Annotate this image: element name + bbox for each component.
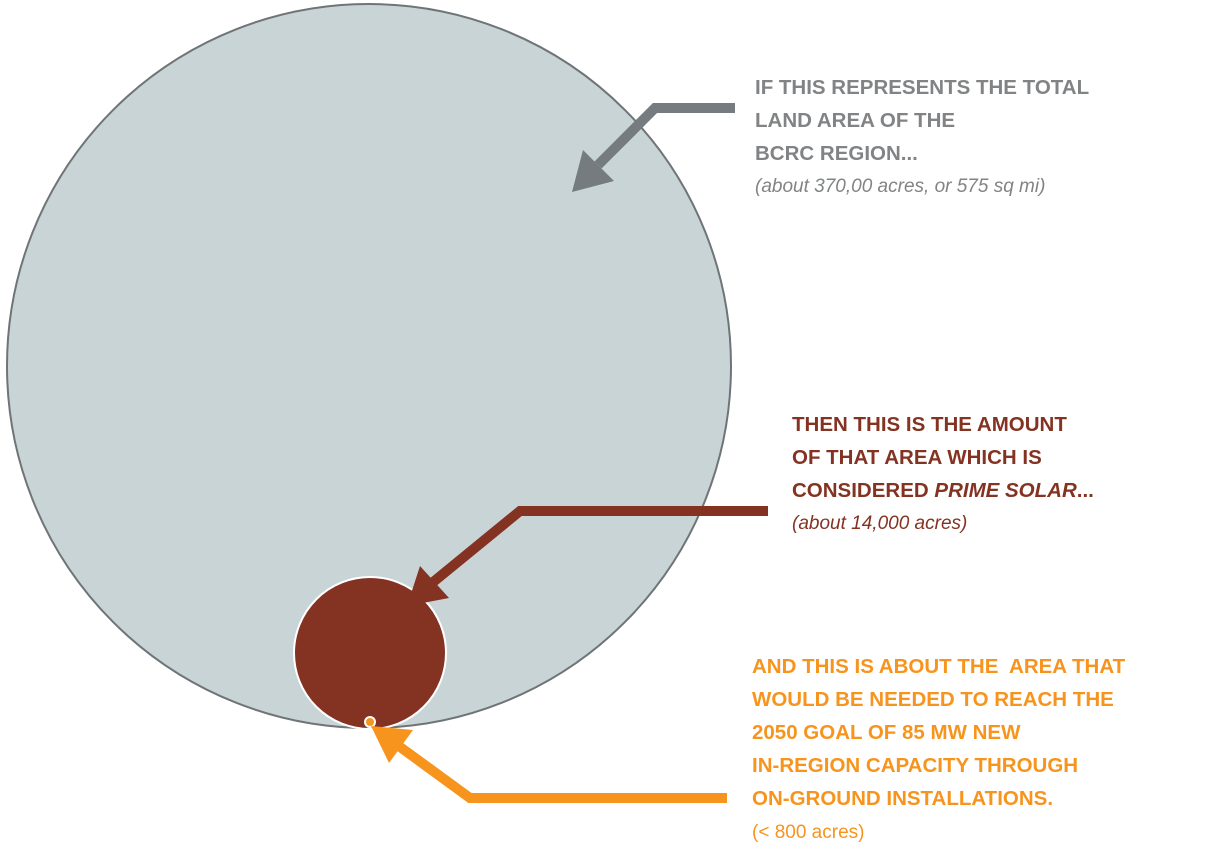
label-line: OF THAT AREA WHICH IS <box>792 446 1042 469</box>
label-line: CONSIDERED PRIME SOLAR... <box>792 479 1094 502</box>
label-text: ... <box>1077 479 1094 502</box>
arrow-head <box>371 726 413 763</box>
needed-area-circle <box>364 716 376 728</box>
label-note: (about 370,00 acres, or 575 sq mi) <box>755 176 1045 197</box>
label-line: ON-GROUND INSTALLATIONS. <box>752 787 1053 810</box>
label-line: AND THIS IS ABOUT THE AREA THAT <box>752 655 1126 678</box>
label-line: IN-REGION CAPACITY THROUGH <box>752 754 1078 777</box>
arrow-head <box>407 566 449 606</box>
label-note: (about 14,000 acres) <box>792 513 967 534</box>
gray-arrow <box>572 103 735 192</box>
label-line: WOULD BE NEEDED TO REACH THE <box>752 688 1114 711</box>
label-text: CONSIDERED <box>792 479 934 502</box>
label-2: THEN THIS IS THE AMOUNT OF THAT AREA WHI… <box>792 413 1094 534</box>
label-1: IF THIS REPRESENTS THE TOTAL LAND AREA O… <box>755 76 1089 197</box>
arrow-shaft <box>428 506 768 587</box>
label-line: THEN THIS IS THE AMOUNT <box>792 413 1067 436</box>
orange-arrow <box>371 726 727 803</box>
label-line: IF THIS REPRESENTS THE TOTAL <box>755 76 1089 99</box>
prime-solar-circle <box>293 576 447 730</box>
label-3: AND THIS IS ABOUT THE AREA THAT WOULD BE… <box>752 655 1126 843</box>
label-line: BCRC REGION... <box>755 142 918 165</box>
arrow-head <box>572 150 614 192</box>
label-line: 2050 GOAL OF 85 MW NEW <box>752 721 1021 744</box>
red-arrow <box>407 506 768 606</box>
arrow-shaft <box>393 739 727 803</box>
arrow-shaft <box>594 103 735 169</box>
label-emphasis: PRIME SOLAR <box>934 479 1077 502</box>
label-note: (< 800 acres) <box>752 822 864 843</box>
label-line: LAND AREA OF THE <box>755 109 955 132</box>
